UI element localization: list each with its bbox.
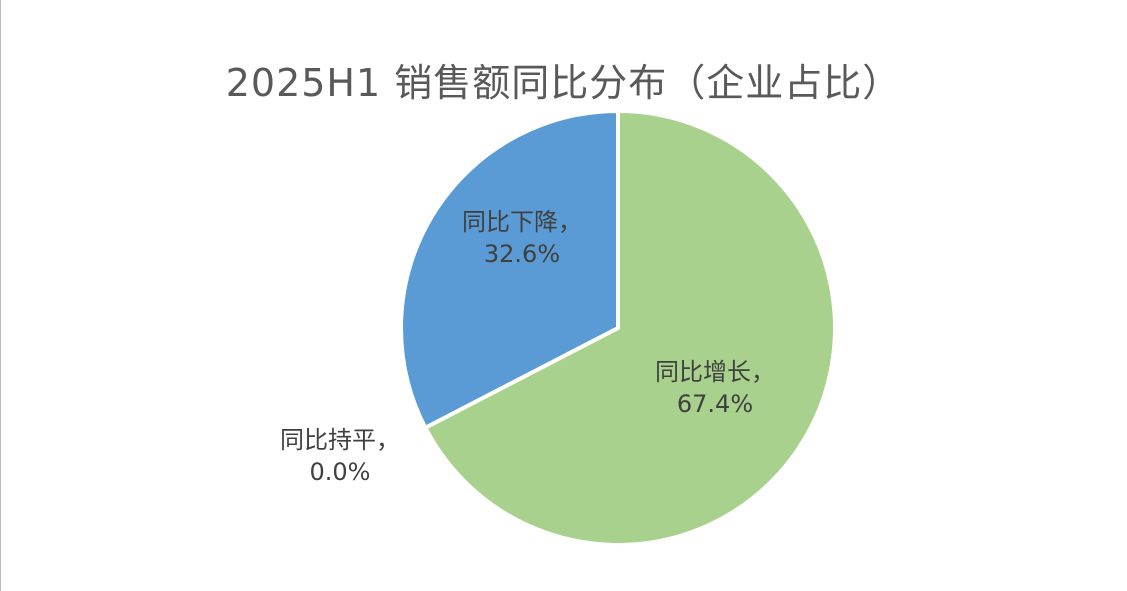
separator: ，: [751, 358, 775, 386]
label-increase-value: 67.4%: [676, 390, 754, 418]
label-increase: 同比增长， 67.4%: [655, 356, 775, 420]
chart-title: 2025H1 销售额同比分布（企业占比）: [225, 61, 902, 105]
label-increase-name: 同比增长: [655, 358, 751, 386]
separator: ，: [376, 426, 400, 454]
pie-slice-0: [423, 109, 837, 547]
label-flat-value: 0.0%: [309, 458, 371, 486]
label-decrease-name: 同比下降: [462, 208, 558, 236]
label-flat-name: 同比持平: [280, 426, 376, 454]
label-decrease: 同比下降， 32.6%: [462, 206, 582, 270]
pie-slice-2: [399, 109, 620, 430]
label-decrease-value: 32.6%: [483, 240, 561, 268]
label-flat: 同比持平， 0.0%: [280, 424, 400, 488]
left-border: [0, 0, 1, 591]
separator: ，: [558, 208, 582, 236]
